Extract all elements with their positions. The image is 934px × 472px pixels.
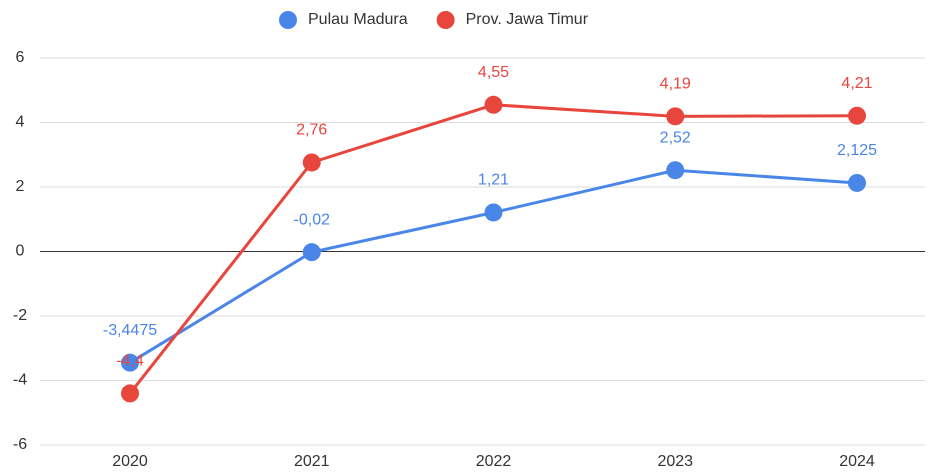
data-label: 2,125 (837, 142, 877, 159)
y-tick-label: 4 (16, 114, 25, 131)
data-point (302, 153, 321, 172)
data-label: 2,76 (296, 122, 327, 139)
data-label: -4,4 (116, 353, 144, 370)
y-tick-label: -4 (13, 372, 27, 389)
data-label: 2,52 (660, 129, 691, 146)
data-point (666, 107, 685, 126)
x-tick-label: 2020 (112, 453, 148, 470)
x-tick-label: 2024 (839, 453, 875, 470)
data-label: 4,19 (660, 76, 691, 93)
data-point (121, 384, 139, 403)
data-label: 4,55 (478, 64, 509, 81)
data-label: -0,02 (294, 211, 331, 228)
data-point (666, 161, 685, 180)
data-label: 4,21 (841, 75, 872, 92)
legend-marker (279, 11, 297, 29)
series-line (129, 168, 858, 364)
y-tick-label: 6 (16, 49, 25, 66)
data-point (484, 203, 503, 222)
data-point (848, 106, 866, 125)
x-tick-label: 2021 (294, 453, 330, 470)
y-tick-label: -2 (13, 307, 27, 324)
legend-label: Pulau Madura (308, 11, 408, 28)
data-point (302, 243, 321, 262)
y-tick-label: -6 (13, 436, 27, 453)
y-tick-label: 0 (16, 243, 25, 260)
x-tick-label: 2022 (476, 453, 512, 470)
data-point (121, 353, 139, 372)
data-label: -3,4475 (103, 322, 157, 339)
data-point (484, 95, 503, 114)
series-line (128, 103, 858, 395)
y-tick-label: 2 (16, 178, 25, 195)
x-tick-label: 2023 (657, 453, 693, 470)
data-point (848, 173, 866, 192)
data-label: 1,21 (478, 172, 509, 189)
legend-marker (436, 11, 455, 29)
legend-label: Prov. Jawa Timur (466, 11, 589, 28)
